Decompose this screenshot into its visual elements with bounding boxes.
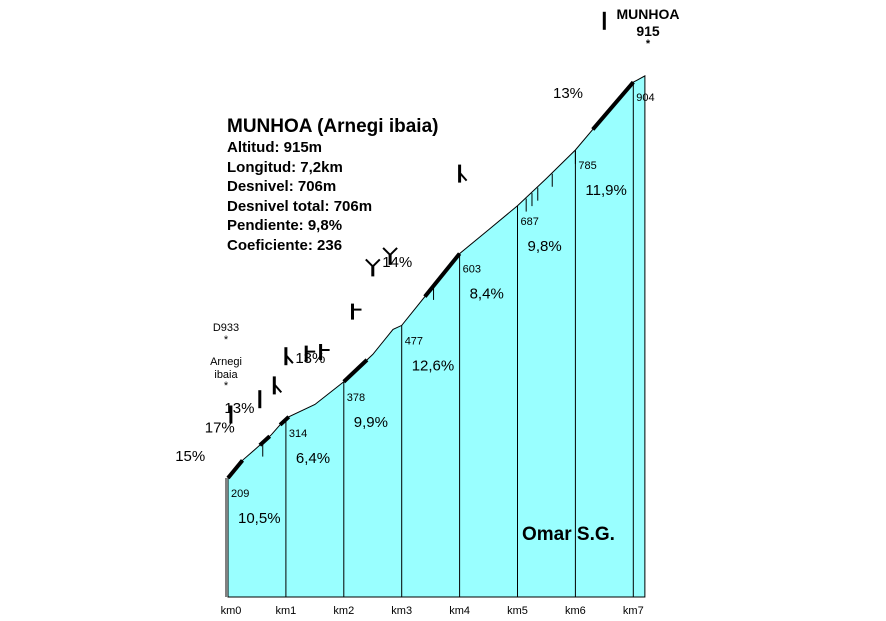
segment-gradient-label: 6,4% [296, 450, 330, 467]
summit-name: MUNHOA [616, 6, 680, 22]
x-tick-label: km2 [333, 605, 354, 617]
place-label: Arnegi [210, 356, 242, 368]
junction-sign-icon [319, 344, 330, 360]
author-credit: Omar S.G. [522, 524, 615, 545]
junction-branch [389, 247, 398, 256]
junction-sign-icon [229, 405, 233, 424]
junction-sign-icon [272, 376, 283, 395]
info-coefficient: Coeficiente: 236 [227, 236, 343, 254]
junction-branch [458, 171, 468, 182]
junction-sign-icon [602, 11, 606, 30]
info-gradient: Pendiente: 9,8% [227, 217, 343, 234]
steep-section-label: 13% [224, 400, 254, 417]
km-altitude-label: 378 [347, 392, 365, 404]
climb-title: MUNHOA (Arnegi ibaia) [227, 116, 439, 137]
place-label: D933 [213, 322, 239, 334]
steep-section [278, 415, 291, 427]
segment-gradient-label: 10,5% [238, 510, 281, 527]
km-altitude-label: 904 [636, 92, 654, 104]
steep-section [423, 252, 462, 298]
segment-gradient-label: 12,6% [412, 357, 455, 374]
climb-info-panel: MUNHOA (Arnegi ibaia) Altitud: 915m Long… [227, 116, 438, 255]
junction-sign-icon [365, 258, 381, 277]
junction-sign-icon [284, 347, 294, 366]
steep-section [258, 434, 272, 447]
x-tick-label: km1 [276, 605, 297, 617]
steep-section [342, 358, 369, 384]
info-total-elevation-gain: Desnivel total: 706m [227, 197, 373, 215]
steep-section [226, 459, 245, 480]
steep-section-label: 15% [175, 448, 205, 465]
steep-section-label: 17% [205, 420, 235, 437]
junction-branch [285, 354, 294, 364]
steep-section-label: 14% [382, 254, 412, 271]
km-altitude-label: 477 [405, 335, 423, 347]
segment-gradient-label: 8,4% [470, 286, 504, 303]
km-altitude-label: 687 [521, 216, 539, 228]
x-tick-label: km4 [449, 605, 470, 617]
place-label: ibaia [214, 369, 238, 381]
junction-branch [382, 247, 391, 256]
junction-sign-icon [382, 247, 398, 265]
steep-section-label: 13% [553, 85, 583, 102]
x-tick-label: km5 [507, 605, 528, 617]
segment-gradient-label: 11,9% [585, 182, 626, 199]
info-altitude: Altitud: 915m [227, 139, 323, 156]
km-altitude-label: 603 [463, 264, 481, 276]
summit-label: MUNHOA 915 * [600, 6, 696, 50]
info-length: Longitud: 7,2km [227, 158, 343, 176]
km-altitude-label: 314 [289, 428, 307, 440]
steep-section-label: 13% [295, 350, 325, 367]
segment-gradient-label: 9,9% [354, 414, 388, 431]
junction-sign-icon [351, 303, 362, 320]
junction-branch [365, 258, 374, 268]
summit-marker: * [645, 38, 651, 50]
x-tick-label: km7 [623, 605, 644, 617]
junction-branch [273, 383, 283, 394]
x-tick-label: km0 [221, 605, 242, 617]
place-label: * [224, 380, 229, 392]
junction-sign-icon [304, 345, 316, 362]
junction-sign-icon [258, 390, 262, 409]
junction-branch [372, 258, 381, 268]
x-tick-label: km3 [391, 605, 412, 617]
x-tick-label: km6 [565, 605, 586, 617]
segment-gradient-label: 9,8% [528, 238, 562, 255]
info-elevation-gain: Desnivel: 706m [227, 178, 337, 195]
steep-section [591, 80, 635, 131]
place-label: * [224, 334, 229, 346]
km-altitude-label: 209 [231, 488, 249, 500]
junction-sign-icon [458, 164, 468, 183]
summit-altitude: 915 [636, 23, 660, 39]
km-altitude-label: 785 [578, 160, 596, 172]
